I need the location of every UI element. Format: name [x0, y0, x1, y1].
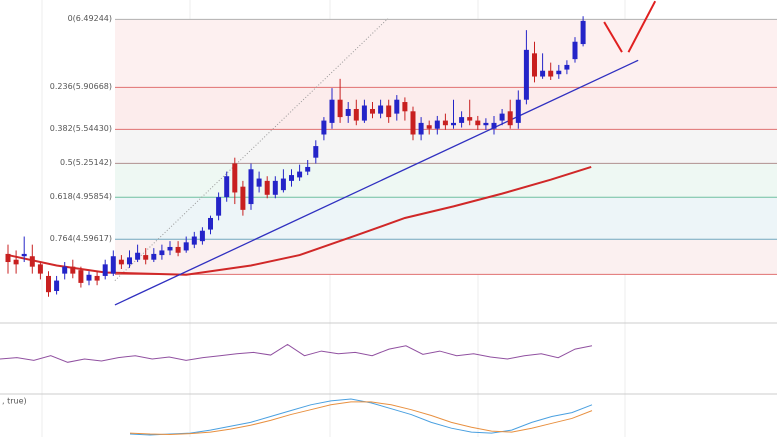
candle-body — [515, 99, 521, 123]
candle-body — [361, 105, 367, 121]
candle-body — [127, 257, 132, 265]
fib-label: 0.382(5.54430) — [50, 124, 112, 133]
candle-body — [86, 274, 92, 281]
candle-body — [532, 53, 537, 77]
trend-line — [114, 59, 639, 306]
candle-body — [507, 111, 513, 126]
candle-body — [78, 270, 84, 283]
candle-body — [191, 236, 197, 245]
candle-body — [135, 252, 141, 260]
candle-body — [183, 242, 189, 251]
candle-body — [37, 264, 43, 274]
candle-body — [459, 117, 465, 123]
candle-body — [54, 280, 60, 292]
candle-body — [289, 175, 294, 181]
candle-body — [143, 255, 149, 260]
candle-body — [451, 122, 456, 126]
macd-label: , true) — [2, 397, 27, 406]
candle-body — [426, 125, 432, 129]
candle-body — [386, 105, 392, 118]
candle-body — [378, 105, 384, 114]
candle-body — [167, 246, 173, 251]
candle-body — [46, 275, 51, 293]
candle-body — [499, 113, 505, 121]
candle-body — [313, 146, 319, 158]
candle-body — [29, 256, 35, 267]
candle-body — [345, 108, 351, 116]
candle-body — [94, 275, 100, 281]
candle-body — [442, 120, 448, 126]
fib-band — [115, 197, 777, 240]
candle-body — [337, 99, 343, 118]
candle-body — [264, 180, 270, 195]
candle-body — [159, 250, 165, 256]
candle-body — [353, 108, 359, 121]
candle-body — [21, 253, 27, 257]
candle-body — [70, 266, 76, 274]
fib-band — [115, 163, 777, 198]
candle-body — [467, 117, 473, 121]
candle-body — [402, 102, 408, 112]
fib-label: 0.764(4.59617) — [50, 234, 112, 243]
candle-body — [491, 122, 497, 129]
candle-body — [556, 70, 562, 75]
candle-body — [151, 253, 157, 260]
candle-body — [564, 64, 570, 70]
candle-body — [175, 246, 181, 253]
candle-body — [572, 41, 578, 60]
candle-body — [540, 70, 546, 77]
candle-body — [208, 217, 213, 230]
fib-band — [115, 19, 777, 88]
candle-body — [548, 70, 554, 77]
candle-body — [434, 120, 440, 129]
forecast-line — [603, 0, 657, 53]
candle-body — [305, 166, 311, 172]
candle-body — [410, 111, 416, 135]
candle-body — [216, 197, 222, 216]
candle-body — [248, 169, 254, 205]
candle-body — [475, 120, 481, 126]
macd-line — [129, 401, 593, 435]
candle-body — [523, 49, 529, 100]
candle-body — [321, 120, 327, 135]
candle-body — [418, 122, 424, 135]
candle-body — [13, 259, 19, 265]
fib-band — [115, 239, 777, 275]
candle-body — [256, 178, 262, 187]
candle-body — [580, 20, 586, 45]
fib-band — [115, 129, 777, 164]
candle-body — [329, 99, 335, 123]
candle-body — [272, 180, 278, 195]
candle-body — [370, 108, 375, 114]
candle-body — [5, 253, 11, 263]
candle-body — [199, 230, 205, 242]
candle-body — [483, 122, 489, 126]
fib-label: 0(6.49244) — [68, 14, 112, 23]
candle-body — [62, 266, 68, 274]
macd-line — [129, 398, 593, 436]
candle-body — [224, 176, 230, 198]
rsi-line — [0, 343, 593, 363]
fib-label: 0.618(4.95854) — [50, 192, 112, 201]
fib-label: 0.236(5.90668) — [50, 82, 112, 91]
fan-line — [114, 18, 389, 281]
candle-body — [102, 264, 108, 276]
candle-body — [118, 259, 124, 265]
candle-body — [110, 256, 116, 274]
candle-body — [297, 171, 303, 178]
fib-label: 0.5(5.25142) — [60, 158, 112, 167]
candle-body — [240, 186, 246, 210]
candle-body — [394, 99, 400, 114]
candle-body — [280, 178, 286, 191]
candle-body — [232, 163, 238, 193]
